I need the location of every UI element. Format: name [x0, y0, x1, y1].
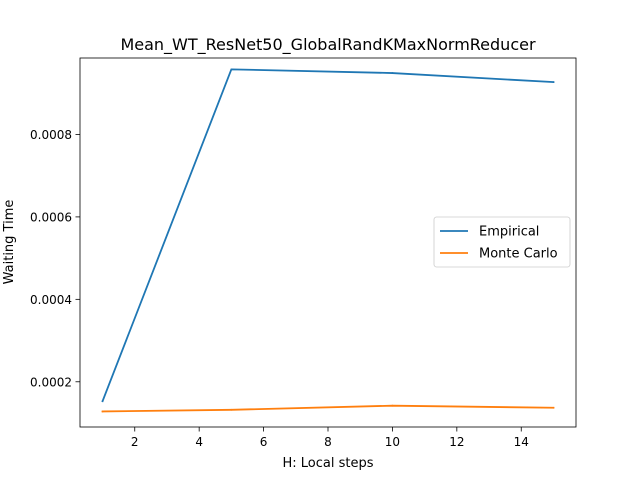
x-axis-ticks: 2 4 6 8 10 12 14 [131, 427, 529, 449]
legend: Empirical Monte Carlo [433, 216, 571, 268]
y-axis-label: Waiting Time [2, 200, 17, 285]
x-tick-label: 2 [131, 435, 139, 449]
x-tick-label: 14 [514, 435, 529, 449]
x-tick-label: 12 [449, 435, 464, 449]
y-tick-label: 0.0004 [30, 293, 72, 307]
y-tick-label: 0.0008 [30, 128, 72, 142]
plot-frame [79, 57, 577, 428]
x-tick-label: 6 [260, 435, 268, 449]
chart-title: Mean_WT_ResNet50_GlobalRandKMaxNormReduc… [120, 35, 536, 55]
data-point-empirical [101, 400, 104, 403]
data-point-monte-carlo [391, 404, 394, 407]
y-axis-ticks: 0.0002 0.0004 0.0006 0.0008 [30, 128, 80, 389]
data-point-monte-carlo [101, 410, 104, 413]
data-point-empirical [552, 81, 555, 84]
data-point-empirical [391, 72, 394, 74]
y-tick-label: 0.0002 [30, 375, 72, 389]
series-line-monte-carlo [101, 404, 555, 413]
legend-label-empirical: Empirical [479, 225, 539, 240]
y-tick-label: 0.0006 [30, 210, 72, 224]
x-tick-label: 4 [195, 435, 203, 449]
legend-box [433, 216, 571, 268]
data-point-monte-carlo [552, 406, 555, 409]
legend-label-monte-carlo: Monte Carlo [479, 247, 558, 262]
data-point-monte-carlo [230, 408, 233, 411]
x-axis-label: H: Local steps [282, 456, 373, 471]
series-layer [101, 68, 555, 413]
x-tick-label: 8 [324, 435, 332, 449]
x-tick-label: 10 [385, 435, 400, 449]
data-point-empirical [230, 68, 233, 71]
series-line-empirical [101, 68, 555, 403]
